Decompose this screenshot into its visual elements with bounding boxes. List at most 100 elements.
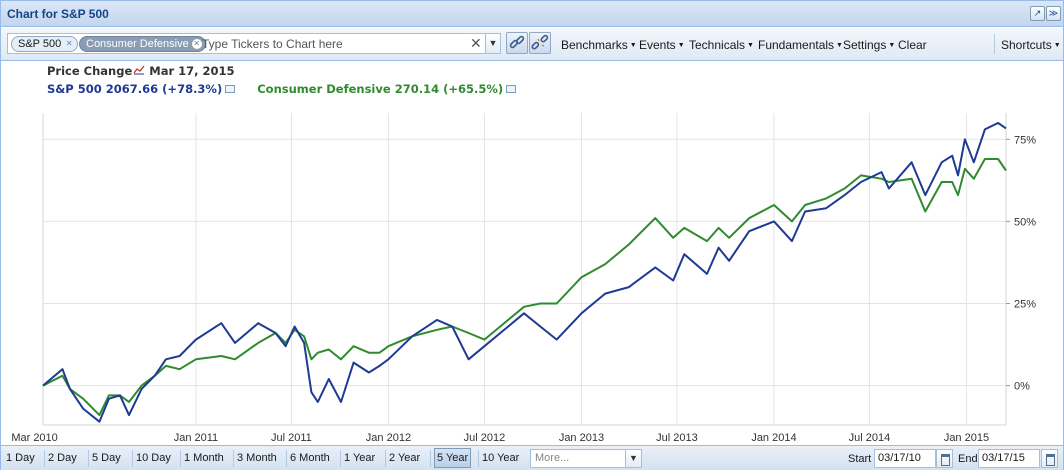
range-separator: [180, 450, 181, 467]
menu-label: Events: [639, 38, 676, 52]
series-change: (+65.5%): [443, 82, 504, 96]
clear-x-icon[interactable]: ✕: [470, 35, 482, 51]
window-title: Chart for S&P 500: [7, 7, 109, 21]
range-1-year[interactable]: 1 Year: [344, 452, 376, 464]
window-title-bar: Chart for S&P 500 ↗ ≫: [1, 1, 1063, 27]
y-tick-label: 0%: [1014, 381, 1030, 393]
x-tick-label: Jan 2014: [751, 432, 796, 444]
clear-button[interactable]: Clear: [898, 38, 927, 52]
series-name: Consumer Defensive: [257, 82, 391, 96]
end-date-label: End: [958, 453, 978, 465]
broken-link-icon: [531, 34, 549, 50]
series-value: 270.14: [394, 82, 440, 96]
chart-toolbar: S&P 500 ✕ Consumer Defensive ✕ ✕ ▼: [1, 28, 1063, 61]
x-tick-label: Jul 2013: [656, 432, 698, 444]
toolbar-separator: [994, 34, 995, 54]
range-3-month[interactable]: 3 Month: [237, 452, 277, 464]
x-tick-label: Jul 2011: [271, 432, 312, 444]
series-value: 2067.66: [105, 82, 159, 96]
range-separator: [385, 450, 386, 467]
caret-down-icon: ▼: [677, 42, 685, 49]
caret-down-icon: ▼: [888, 42, 896, 49]
chart-header: Price Change Mar 17, 2015: [47, 64, 235, 78]
range-1-day[interactable]: 1 Day: [6, 452, 35, 464]
chevron-down-icon[interactable]: ▼: [625, 450, 641, 467]
series-options-icon[interactable]: [225, 85, 236, 93]
link-button[interactable]: [506, 32, 528, 54]
series-line-s-p-500: [42, 121, 1007, 423]
ticker-chip-consumer-defensive[interactable]: Consumer Defensive ✕: [79, 36, 206, 52]
close-icon[interactable]: ✕: [191, 39, 202, 49]
restore-icon[interactable]: ↗: [1030, 6, 1045, 21]
menu-label: Settings: [843, 38, 887, 52]
series-summary: S&P 500 2067.66 (+78.3%) Consumer Defens…: [47, 82, 517, 96]
range-5-year[interactable]: 5 Year: [434, 448, 472, 468]
range-separator: [430, 450, 431, 467]
x-axis: Mar 2010 Jan 2011 Jul 2011 Jan 2012 Jul 2012…: [11, 432, 989, 444]
ticker-input[interactable]: [202, 35, 462, 52]
price-chart[interactable]: 0% 25% 50% 75% Mar 2010 Jan 2011 Jul 2011 Jan …: [1, 1, 1063, 444]
ticker-dropdown-button[interactable]: ▼: [485, 33, 501, 54]
series-change: (+78.3%): [162, 82, 223, 96]
menu-benchmarks[interactable]: Benchmarks ▼: [561, 38, 637, 52]
close-icon[interactable]: ✕: [65, 39, 73, 48]
menu-technicals[interactable]: Technicals ▼: [689, 38, 754, 52]
x-tick-label: Jan 2011: [174, 432, 218, 444]
unlink-button[interactable]: [529, 32, 551, 54]
y-axis: 0% 25% 50% 75%: [1006, 134, 1036, 393]
calendar-icon[interactable]: [1041, 449, 1058, 468]
caret-down-icon: ▼: [836, 42, 843, 49]
calendar-icon[interactable]: [936, 449, 953, 468]
menu-label: Benchmarks: [561, 38, 628, 52]
range-10-day[interactable]: 10 Day: [136, 452, 171, 464]
range-separator: [44, 450, 45, 467]
range-10-year[interactable]: 10 Year: [482, 452, 520, 464]
header-date: Mar 17, 2015: [149, 64, 235, 78]
chart-mode-icon[interactable]: [133, 65, 145, 75]
ticker-chip-label: S&P 500: [18, 38, 62, 50]
series-options-icon[interactable]: [506, 85, 517, 93]
series-line-consumer-defensive: [42, 158, 1007, 417]
range-6-month[interactable]: 6 Month: [290, 452, 330, 464]
range-separator: [88, 450, 89, 467]
ticker-chip-label: Consumer Defensive: [86, 38, 189, 50]
menu-shortcuts[interactable]: Shortcuts ▼: [1001, 38, 1061, 52]
y-tick-label: 50%: [1014, 216, 1036, 228]
range-separator: [233, 450, 234, 467]
collapse-icon[interactable]: ≫: [1046, 6, 1061, 21]
caret-down-icon: ▼: [1053, 42, 1061, 49]
ticker-chip-sp500[interactable]: S&P 500 ✕: [11, 36, 79, 52]
caret-down-icon: ▼: [629, 42, 637, 49]
series-name: S&P 500: [47, 82, 102, 96]
more-ranges-select[interactable]: More... ▼: [530, 449, 642, 468]
range-separator: [286, 450, 287, 467]
x-tick-label: Mar 2010: [11, 432, 57, 444]
range-2-year[interactable]: 2 Year: [389, 452, 421, 464]
range-5-day[interactable]: 5 Day: [92, 452, 121, 464]
menu-settings[interactable]: Settings ▼: [843, 38, 895, 52]
menu-events[interactable]: Events ▼: [639, 38, 685, 52]
range-separator: [340, 450, 341, 467]
more-ranges-placeholder: More...: [535, 452, 570, 464]
menu-fundamentals[interactable]: Fundamentals ▼: [758, 38, 843, 52]
x-tick-label: Jan 2015: [944, 432, 989, 444]
x-tick-label: Jul 2014: [849, 432, 891, 444]
ticker-box[interactable]: S&P 500 ✕ Consumer Defensive ✕ ✕: [7, 33, 487, 54]
menu-label: Shortcuts: [1001, 38, 1052, 52]
price-change-label: Price Change: [47, 64, 133, 78]
range-separator: [132, 450, 133, 467]
range-2-day[interactable]: 2 Day: [48, 452, 77, 464]
end-date-field[interactable]: 03/17/15: [978, 449, 1040, 468]
series-summary-consumer-defensive: Consumer Defensive 270.14 (+65.5%): [257, 82, 503, 96]
range-bar: 1 Day 2 Day 5 Day 10 Day 1 Month 3 Month 6 Mon…: [1, 445, 1063, 470]
y-tick-label: 25%: [1014, 298, 1036, 310]
series-summary-sp500: S&P 500 2067.66 (+78.3%): [47, 82, 222, 96]
y-tick-label: 75%: [1014, 134, 1036, 146]
start-date-label: Start: [848, 453, 872, 465]
chain-link-icon: [509, 35, 525, 49]
menu-label: Technicals: [689, 38, 746, 52]
series-layer: [42, 121, 1007, 423]
start-date-field[interactable]: 03/17/10: [874, 449, 936, 468]
range-1-month[interactable]: 1 Month: [184, 452, 224, 464]
